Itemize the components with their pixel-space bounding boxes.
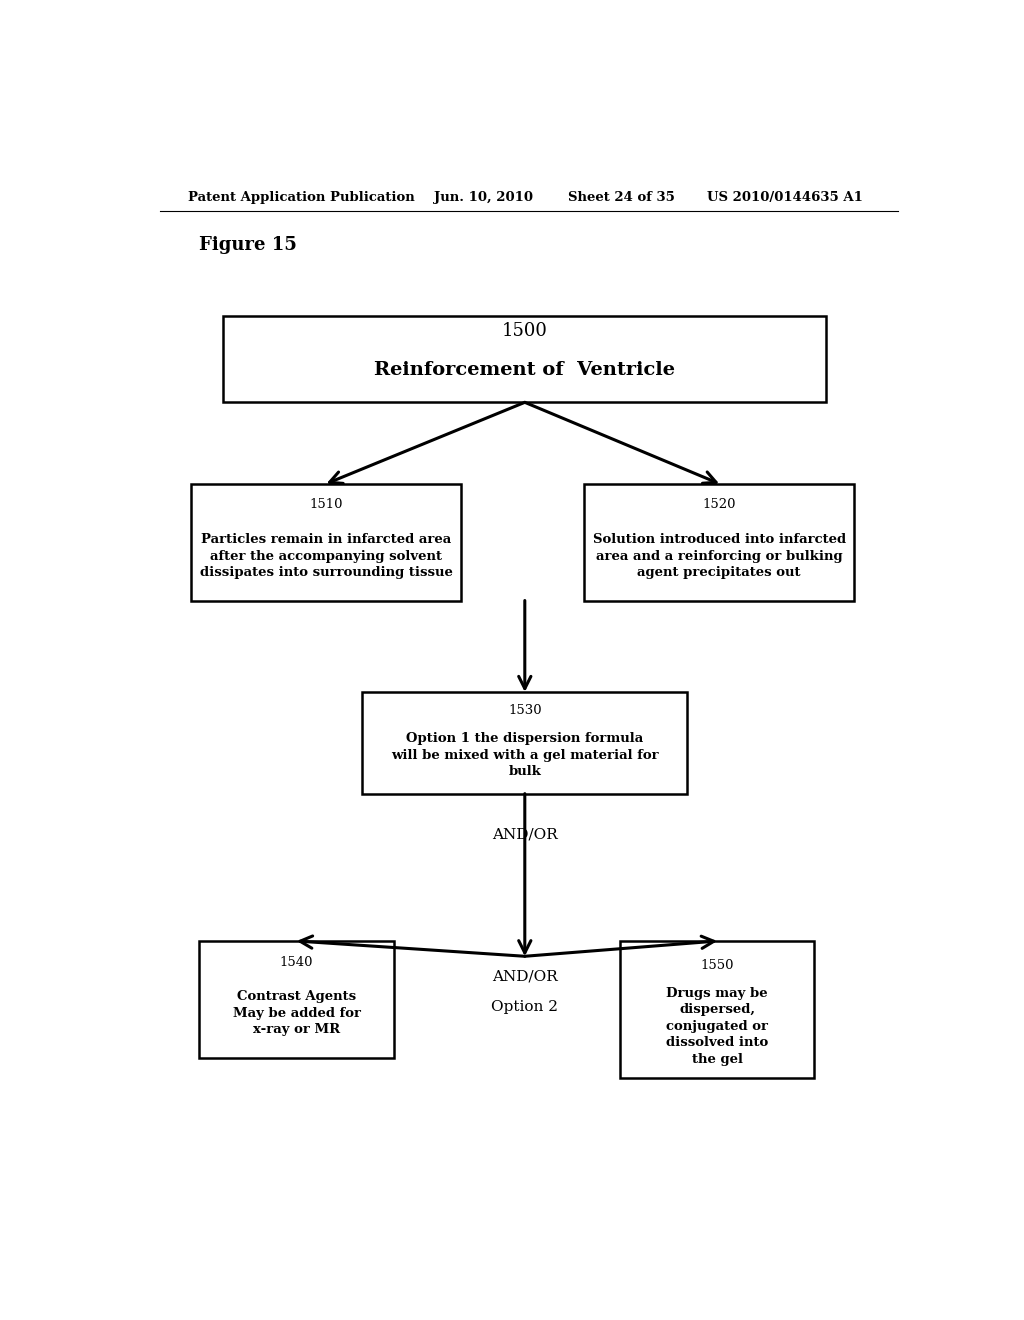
Text: Sheet 24 of 35: Sheet 24 of 35 bbox=[568, 190, 675, 203]
Text: Contrast Agents
May be added for
x-ray or MR: Contrast Agents May be added for x-ray o… bbox=[232, 990, 360, 1036]
Text: 1500: 1500 bbox=[502, 322, 548, 341]
Text: Solution introduced into infarcted
area and a reinforcing or bulking
agent preci: Solution introduced into infarcted area … bbox=[593, 533, 846, 579]
Bar bbox=[362, 692, 687, 793]
Text: 1530: 1530 bbox=[508, 704, 542, 717]
Text: 1520: 1520 bbox=[702, 498, 736, 511]
Text: 1540: 1540 bbox=[280, 956, 313, 969]
Text: Reinforcement of  Ventricle: Reinforcement of Ventricle bbox=[375, 360, 675, 379]
Text: Option 1 the dispersion formula
will be mixed with a gel material for
bulk: Option 1 the dispersion formula will be … bbox=[391, 733, 658, 777]
Text: AND/OR: AND/OR bbox=[492, 970, 558, 983]
Text: Drugs may be
dispersed,
conjugated or
dissolved into
the gel: Drugs may be dispersed, conjugated or di… bbox=[667, 986, 768, 1065]
Bar bbox=[200, 941, 394, 1057]
Text: Patent Application Publication: Patent Application Publication bbox=[187, 190, 415, 203]
Text: Option 2: Option 2 bbox=[492, 1001, 558, 1014]
Text: Figure 15: Figure 15 bbox=[200, 236, 297, 253]
Text: AND/OR: AND/OR bbox=[492, 828, 558, 841]
Text: 1550: 1550 bbox=[700, 960, 734, 973]
Text: Particles remain in infarcted area
after the accompanying solvent
dissipates int: Particles remain in infarcted area after… bbox=[200, 533, 453, 579]
Text: Jun. 10, 2010: Jun. 10, 2010 bbox=[433, 190, 532, 203]
Text: 1510: 1510 bbox=[309, 498, 343, 511]
Bar bbox=[585, 483, 854, 601]
Text: US 2010/0144635 A1: US 2010/0144635 A1 bbox=[708, 190, 863, 203]
Bar bbox=[191, 483, 461, 601]
Bar bbox=[620, 941, 814, 1078]
Bar bbox=[223, 315, 826, 403]
